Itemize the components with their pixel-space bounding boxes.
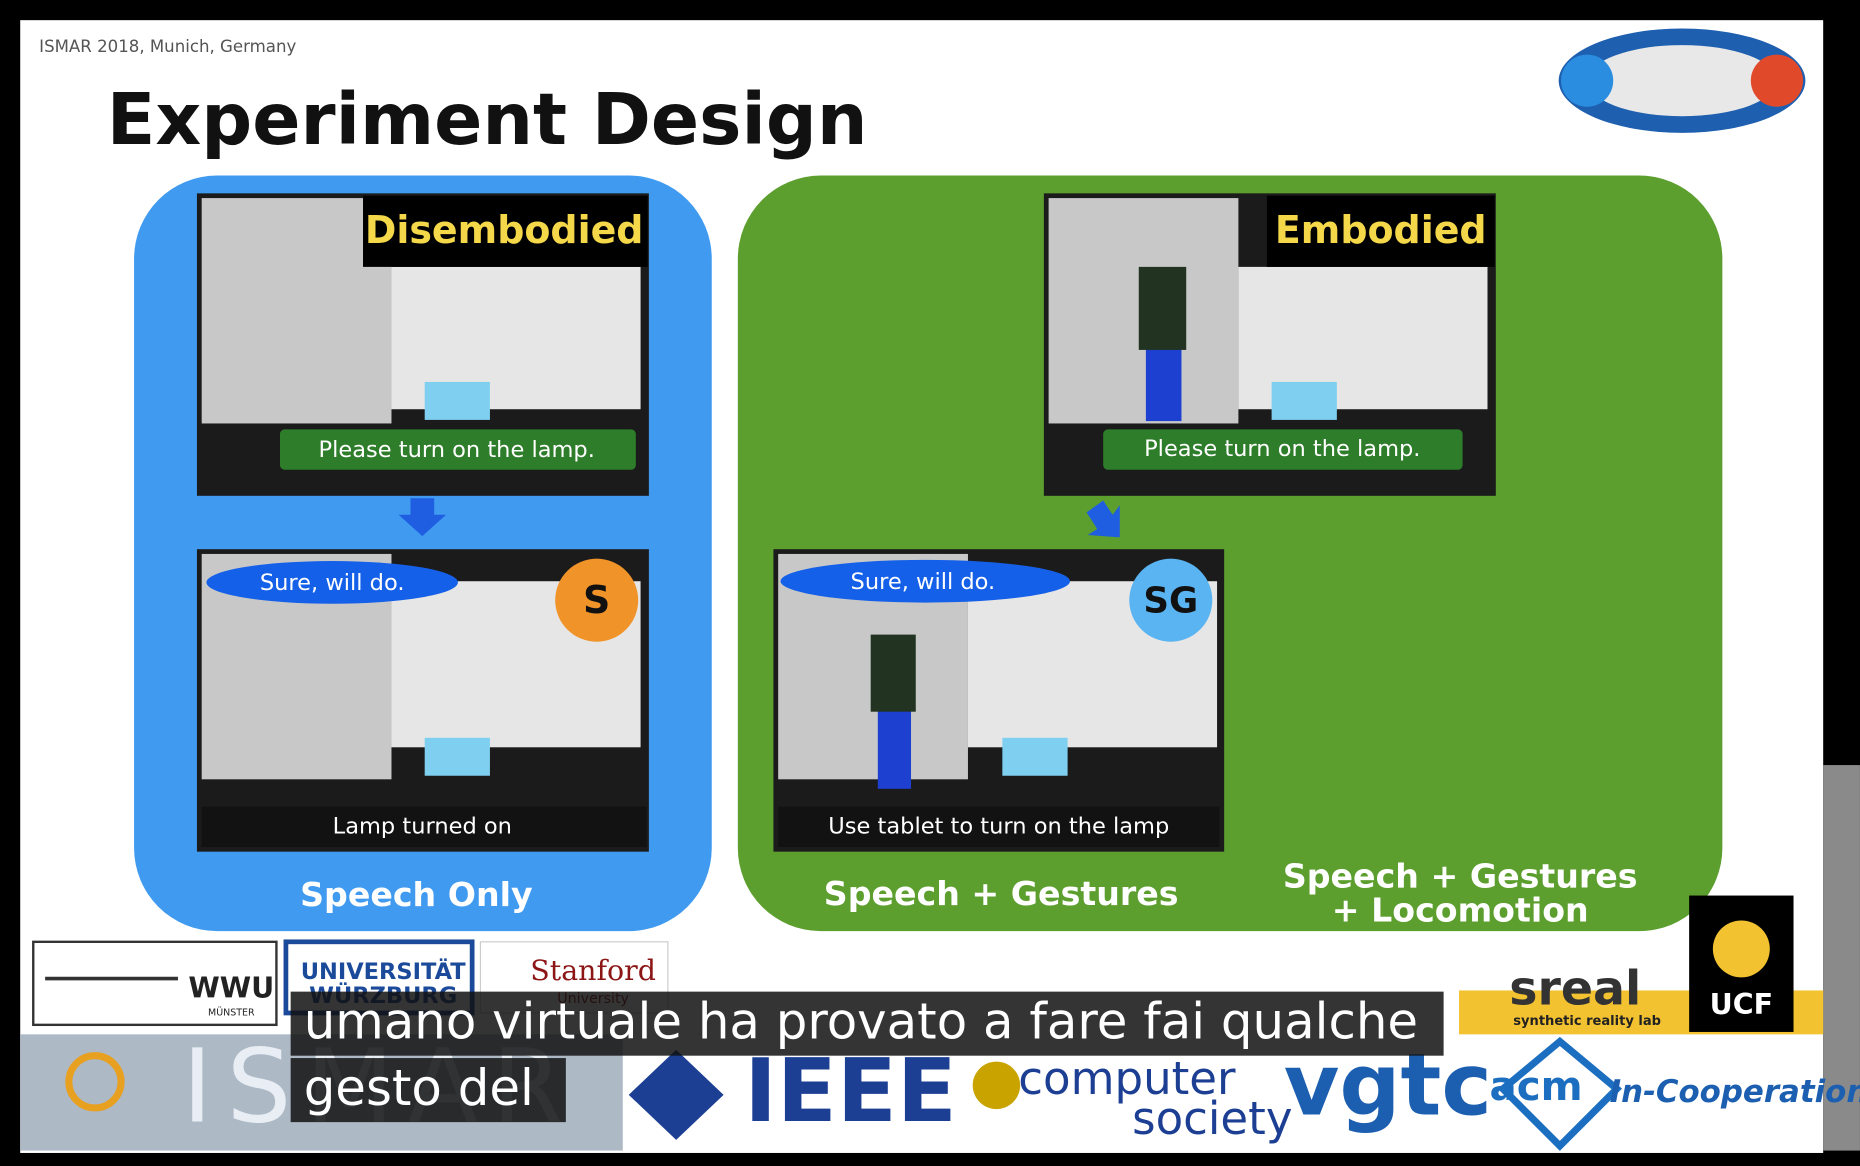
onr-logo <box>1558 28 1806 133</box>
arrow <box>398 498 447 537</box>
header: ISMAR 2018, Munich, Germany <box>39 37 296 56</box>
logo-text: In-Cooperation <box>1610 1074 1860 1110</box>
subtitle-box <box>290 991 1444 1056</box>
subtitle: gesto del <box>304 1059 534 1117</box>
logo-text: WWU <box>188 971 274 1004</box>
logo-text: Stanford <box>530 954 656 987</box>
subtitle-box <box>290 1058 566 1123</box>
logo-text: acm <box>1490 1063 1583 1110</box>
request-bar <box>279 429 636 470</box>
condition-label: Disembodied <box>365 208 644 252</box>
logo-text: UCF <box>1710 988 1773 1021</box>
label-box <box>1266 195 1495 267</box>
speech-bubble <box>780 559 1070 603</box>
request: Please turn on the lamp. <box>1144 436 1420 462</box>
label-box <box>363 195 648 267</box>
condition: Speech + Gestures <box>1283 856 1638 895</box>
badge-text: S <box>583 578 610 622</box>
action-bar <box>778 806 1220 847</box>
logo-text: synthetic reality lab <box>1513 1014 1661 1029</box>
condition-label: Embodied <box>1275 208 1487 252</box>
ismar-emblem <box>65 1052 125 1112</box>
condition: + Locomotion <box>1332 891 1589 930</box>
logo-text: computer <box>1018 1052 1236 1105</box>
condition: Speech Only <box>300 875 533 914</box>
badge <box>1129 558 1213 642</box>
badge <box>555 558 639 642</box>
title: Experiment Design <box>107 78 868 161</box>
action-bar <box>201 806 647 847</box>
action: Lamp turned on <box>333 813 512 839</box>
speech-bubble <box>206 561 458 604</box>
cs-emblem <box>972 1061 1021 1110</box>
condition: Speech + Gestures <box>824 874 1179 913</box>
reply: Sure, will do. <box>260 570 405 596</box>
action: Use tablet to turn on the lamp <box>828 813 1169 839</box>
reply: Sure, will do. <box>851 569 996 595</box>
request: Please turn on the lamp. <box>319 437 595 463</box>
wwu-logo <box>32 940 278 1027</box>
arrow <box>1086 500 1120 538</box>
acm-emblem <box>1497 1036 1623 1151</box>
edge <box>1823 765 1860 1151</box>
logo-text: society <box>1132 1092 1292 1145</box>
logo-text: IEEE <box>744 1040 957 1142</box>
logo-text: UNIVERSITÄT <box>301 957 467 985</box>
logo-text: sreal <box>1509 962 1641 1017</box>
subtitle: umano virtuale ha provato a fare fai qua… <box>304 992 1418 1050</box>
badge-text: SG <box>1143 581 1198 622</box>
logo-text: MÜNSTER <box>208 1007 255 1018</box>
ucf-emblem <box>1712 920 1770 978</box>
request-bar <box>1103 429 1463 470</box>
